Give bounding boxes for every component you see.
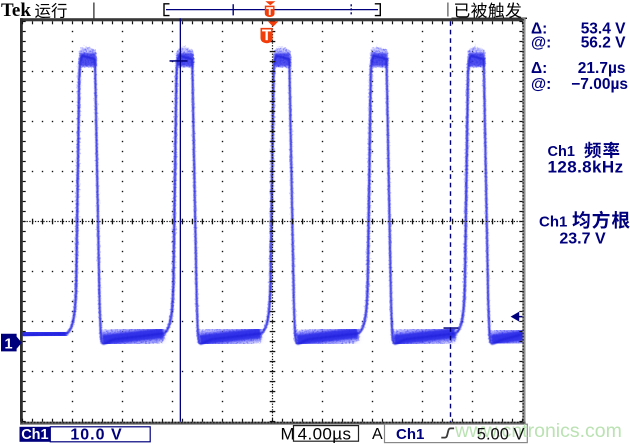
svg-text:A: A <box>372 426 383 443</box>
svg-text:Δ:: Δ: <box>531 60 547 77</box>
svg-text:1: 1 <box>5 337 13 353</box>
svg-text:4.00µs: 4.00µs <box>298 424 352 443</box>
svg-text:21.7µs: 21.7µs <box>578 60 626 77</box>
svg-text:Ch1: Ch1 <box>396 426 424 443</box>
svg-text:Δ:: Δ: <box>531 21 547 38</box>
svg-text:Ch1: Ch1 <box>21 427 48 443</box>
svg-text:10.0 V: 10.0 V <box>70 426 122 443</box>
svg-text:Tek: Tek <box>1 0 31 21</box>
svg-text:23.7 V: 23.7 V <box>559 230 606 247</box>
svg-text:56.2 V: 56.2 V <box>581 35 626 52</box>
svg-text:@:: @: <box>531 35 551 52</box>
svg-text:5.00 V: 5.00 V <box>477 425 525 443</box>
svg-text:53.4 V: 53.4 V <box>581 21 626 38</box>
svg-text:@:: @: <box>531 76 551 93</box>
svg-text:Ch1: Ch1 <box>539 214 567 231</box>
svg-text:−7.00µs: −7.00µs <box>571 76 628 93</box>
svg-text:128.8kHz: 128.8kHz <box>548 158 624 177</box>
svg-text:Ch1: Ch1 <box>548 144 575 160</box>
svg-text:www.cntronics.com: www.cntronics.com <box>454 420 622 442</box>
svg-text:M: M <box>281 424 295 443</box>
